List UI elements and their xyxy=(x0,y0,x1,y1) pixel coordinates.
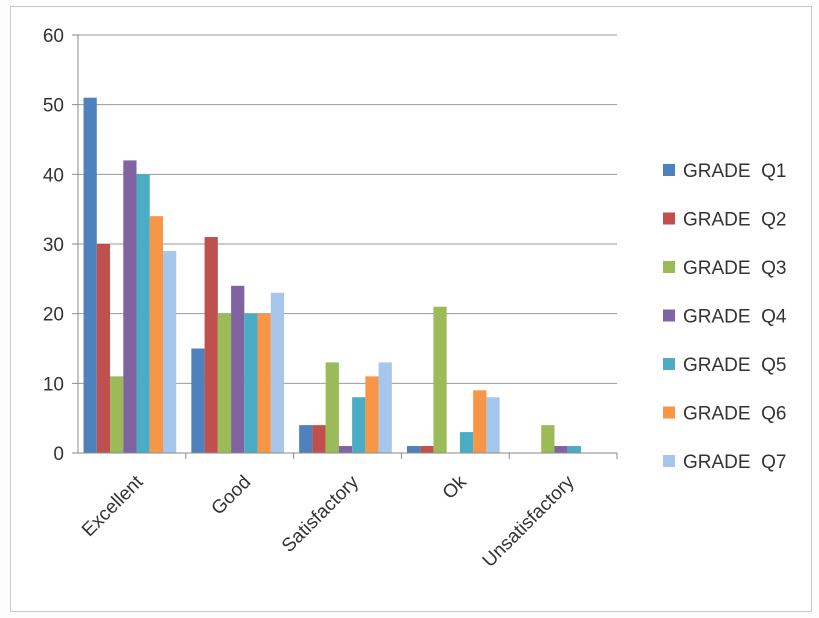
bar xyxy=(123,160,137,453)
legend-label: GRADE Q1 xyxy=(683,161,786,182)
y-tick-label: 60 xyxy=(43,26,64,47)
x-tick-label: Excellent xyxy=(78,471,148,541)
y-tick-label: 10 xyxy=(43,374,64,395)
bar xyxy=(191,348,205,453)
bar xyxy=(110,376,124,453)
bar xyxy=(257,313,271,453)
axes xyxy=(72,34,618,459)
legend-label: GRADE Q3 xyxy=(683,258,786,279)
bar xyxy=(459,432,474,453)
x-tick-label: Satisfactory xyxy=(278,471,363,556)
bar xyxy=(299,425,313,453)
bar xyxy=(365,376,379,453)
bar xyxy=(217,313,232,453)
x-tick-label: Ok xyxy=(439,471,471,503)
bar xyxy=(473,390,487,453)
bar xyxy=(554,446,568,453)
bar xyxy=(270,292,285,453)
bar xyxy=(244,313,258,453)
bar xyxy=(378,362,392,453)
bar xyxy=(83,97,97,453)
bars xyxy=(83,97,581,454)
bar xyxy=(541,425,555,453)
legend-label: GRADE Q7 xyxy=(683,452,786,473)
bar xyxy=(231,285,245,453)
bar xyxy=(406,446,421,453)
legend-label: GRADE Q5 xyxy=(683,355,786,376)
bar xyxy=(352,397,366,453)
legend-swatch xyxy=(663,261,675,273)
x-tick-label: Unsatisfactory xyxy=(479,471,579,571)
bar xyxy=(163,250,177,453)
legend-label: GRADE Q6 xyxy=(683,404,786,425)
y-tick-label: 0 xyxy=(53,444,64,465)
legend-swatch xyxy=(663,309,675,322)
y-tick-label: 30 xyxy=(43,235,64,256)
y-axis-tick-labels: 0 10 20 30 40 50 60 xyxy=(43,26,64,465)
legend-label: GRADE Q4 xyxy=(683,307,787,328)
bar xyxy=(433,306,447,453)
legend-swatch xyxy=(663,455,675,467)
bar xyxy=(136,174,150,454)
bar xyxy=(204,237,218,453)
y-tick-label: 50 xyxy=(43,96,64,117)
x-axis-tick-labels: Excellent Good Satisfactory Ok Unsatisfactor… xyxy=(78,471,579,571)
bar xyxy=(420,446,434,453)
legend-swatch xyxy=(663,164,675,176)
legend-swatch xyxy=(663,358,675,370)
legend-swatch xyxy=(663,406,675,419)
x-tick-label: Good xyxy=(208,472,256,520)
bar xyxy=(96,244,111,453)
legend: GRADE Q1 GRADE Q2 GRADE Q3 GRADE Q4 GRADE Q5… xyxy=(663,161,787,473)
y-tick-label: 40 xyxy=(43,165,64,186)
legend-label: GRADE Q2 xyxy=(683,210,786,231)
bar xyxy=(325,362,339,453)
legend-swatch xyxy=(663,212,675,225)
bar xyxy=(486,397,500,453)
bar xyxy=(338,446,353,453)
bar xyxy=(312,425,326,453)
bar xyxy=(149,216,164,453)
y-tick-label: 20 xyxy=(43,305,64,326)
bar xyxy=(567,446,581,453)
